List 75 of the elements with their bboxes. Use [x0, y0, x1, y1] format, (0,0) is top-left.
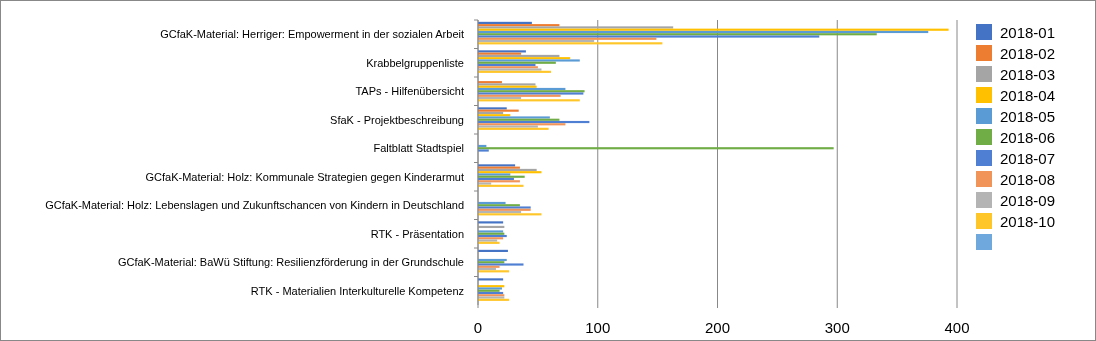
bar [478, 26, 674, 29]
bar [478, 147, 834, 150]
bar [478, 116, 550, 119]
bar [478, 118, 560, 121]
legend-label: 2018-07 [1000, 150, 1056, 167]
x-tick-label: 0 [473, 319, 483, 336]
y-tick-label: Faltblatt Stadtspiel [373, 142, 464, 155]
bar [478, 175, 525, 178]
bar [478, 68, 542, 71]
bar [478, 96, 522, 100]
y-tick-label: TAPs - Hilfenübersicht [355, 85, 464, 98]
bar [478, 123, 566, 126]
bar [478, 37, 657, 40]
bar [478, 33, 877, 36]
y-tick-label: GCfaK-Material: Holz: Lebenslagen und Zukunftschancen von Kindern in Deutschland [45, 199, 464, 212]
bar [478, 184, 524, 187]
bar [478, 171, 542, 174]
bar [478, 180, 520, 183]
bar [478, 213, 542, 216]
legend-label: 2018-04 [1000, 87, 1056, 104]
bar [478, 24, 560, 27]
y-tick-label: Krabbelgruppenliste [366, 56, 464, 69]
bar [478, 57, 571, 60]
bar [478, 30, 929, 34]
bar [478, 210, 522, 214]
x-tick-label: 200 [704, 319, 731, 336]
legend-label: 2018-01 [1000, 24, 1056, 41]
y-tick-label: RTK - Präsentation [370, 227, 464, 240]
bar [478, 109, 519, 112]
bar [478, 263, 524, 266]
bar [478, 35, 820, 38]
legend-label: 2018-06 [1000, 129, 1056, 146]
x-tick-label: 400 [944, 319, 970, 336]
bar [478, 166, 520, 169]
bar [478, 87, 566, 91]
bar [478, 52, 522, 55]
legend-label: 2018-03 [1000, 66, 1056, 83]
legend-label: 2018-10 [1000, 213, 1056, 230]
x-tick-label: 100 [585, 319, 611, 336]
bar [478, 39, 595, 43]
bar [478, 28, 949, 31]
bar [478, 182, 492, 185]
bar [478, 204, 520, 207]
bar [478, 270, 510, 273]
y-tick-label: SfaK - Projektbeschreibung [330, 113, 464, 126]
x-tick-label: 300 [824, 319, 850, 336]
bar [478, 177, 514, 181]
bar [478, 99, 580, 102]
legend-label: 2018-05 [1000, 108, 1056, 125]
bar [478, 173, 511, 176]
bar [478, 54, 560, 58]
bar [478, 168, 537, 172]
bar [478, 42, 663, 45]
bar [478, 201, 506, 205]
legend-label: 2018-09 [1000, 192, 1056, 209]
bar [478, 265, 500, 268]
bar [478, 149, 489, 152]
bar [478, 21, 532, 24]
legend-label: 2018-02 [1000, 45, 1056, 62]
y-tick-label: GCfaK-Material: Holz: Kommunale Strategien gegen Kinderarmut [145, 170, 464, 183]
y-tick-label: GCfaK-Material: BaWü Stiftung: Resilienzförderung in der Grundschule [117, 256, 464, 269]
bar [478, 107, 507, 110]
bar [478, 94, 561, 97]
bar [478, 164, 516, 167]
y-tick-label: RTK - Materialien Interkulturelle Kompetenz [250, 284, 464, 297]
bar [478, 70, 552, 73]
bar [478, 50, 526, 53]
legend-label: 2018-08 [1000, 171, 1056, 188]
bar [478, 125, 538, 128]
bar [478, 298, 510, 301]
bar [478, 127, 549, 130]
bar [478, 59, 580, 62]
bar [478, 120, 590, 124]
y-tick-label: GCfaK-Material: Herriger: Empowerment in der sozialen Arbeit [160, 28, 464, 41]
bar [478, 61, 556, 64]
